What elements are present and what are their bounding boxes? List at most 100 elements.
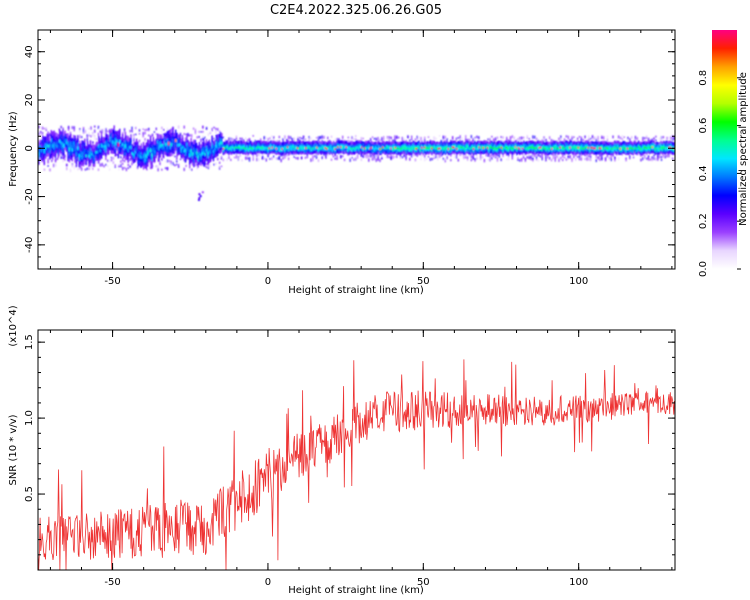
heatmap-cell: [257, 143, 259, 147]
heatmap-cell: [289, 151, 292, 154]
heatmap-cell: [51, 155, 54, 160]
heatmap-cell: [186, 154, 188, 159]
heatmap-cell: [372, 148, 374, 152]
heatmap-cell: [338, 145, 341, 149]
heatmap-cell: [161, 143, 163, 147]
heatmap-cell: [218, 133, 220, 138]
heatmap-cell: [537, 154, 540, 157]
heatmap-cell: [49, 168, 51, 172]
heatmap-cell: [314, 142, 317, 145]
heatmap-cell: [354, 146, 356, 150]
heatmap-cell: [598, 152, 601, 155]
heatmap-cell: [230, 150, 233, 154]
heatmap-cell: [618, 152, 620, 155]
heatmap-cell: [137, 156, 139, 161]
heatmap-cell: [300, 148, 303, 151]
heatmap-cell: [453, 147, 455, 151]
heatmap-cell: [401, 150, 403, 153]
heatmap-cell: [598, 143, 601, 146]
heatmap-cell: [110, 128, 113, 133]
heatmap-cell: [89, 154, 92, 159]
heatmap-cell: [643, 136, 646, 140]
heatmap-cell: [527, 144, 529, 148]
heatmap-cell: [300, 141, 303, 144]
heatmap-cell: [392, 139, 394, 143]
heatmap-cell: [358, 140, 361, 142]
heatmap-cell: [309, 141, 311, 144]
heatmap-cell: [499, 140, 501, 143]
heatmap-cell: [314, 147, 317, 151]
heatmap-cell: [602, 145, 605, 148]
heatmap-cell: [465, 145, 468, 149]
heatmap-cell: [313, 144, 315, 147]
heatmap-cell: [377, 151, 380, 154]
heatmap-cell: [486, 151, 489, 155]
heatmap-cell: [65, 140, 68, 145]
heatmap-cell: [102, 147, 104, 151]
heatmap-cell: [310, 143, 313, 146]
heatmap-cell: [411, 152, 413, 155]
heatmap-cell: [216, 134, 219, 138]
heatmap-cell: [271, 151, 273, 154]
heatmap-cell: [192, 127, 195, 130]
heatmap-cell: [579, 145, 581, 148]
heatmap-cell: [119, 149, 121, 154]
heatmap-cell: [552, 149, 554, 152]
heatmap-cell: [467, 142, 469, 145]
heatmap-cell: [236, 142, 238, 146]
heatmap-cell: [64, 138, 66, 143]
heatmap-cell: [82, 128, 85, 133]
heatmap-cell: [372, 143, 374, 146]
heatmap-cell: [282, 141, 285, 144]
heatmap-cell: [144, 161, 146, 166]
heatmap-cell: [478, 144, 480, 147]
heatmap-cell: [597, 145, 599, 148]
heatmap-cell: [181, 135, 184, 139]
heatmap-cell: [254, 143, 257, 146]
heatmap-cell: [502, 154, 504, 158]
heatmap-cell: [321, 137, 323, 140]
heatmap-cell: [306, 148, 308, 151]
heatmap-cell: [91, 145, 93, 149]
heatmap-cell: [176, 139, 178, 144]
heatmap-cell: [131, 146, 134, 150]
heatmap-cell: [236, 141, 238, 144]
heatmap-cell: [243, 139, 245, 142]
heatmap-cell: [91, 150, 93, 154]
heatmap-cell: [562, 149, 564, 153]
heatmap-cell: [246, 144, 248, 148]
heatmap-cell: [464, 148, 466, 152]
heatmap-cell: [303, 146, 306, 150]
heatmap-cell: [58, 145, 61, 150]
heatmap-cell: [567, 150, 570, 153]
heatmap-cell: [312, 155, 314, 159]
heatmap-cell: [447, 143, 450, 147]
heatmap-cell: [75, 155, 78, 160]
heatmap-cell: [507, 145, 510, 149]
heatmap-cell: [51, 151, 54, 156]
heatmap-cell: [197, 145, 199, 150]
heatmap-cell: [141, 148, 143, 152]
heatmap-cell: [351, 145, 353, 149]
heatmap-cell: [505, 149, 507, 152]
heatmap-cell: [119, 135, 121, 140]
heatmap-cell: [313, 142, 315, 145]
heatmap-cell: [602, 148, 605, 152]
heatmap-cell: [379, 152, 381, 156]
heatmap-cell: [359, 140, 362, 143]
heatmap-cell: [193, 158, 195, 164]
heatmap-cell: [317, 150, 320, 154]
heatmap-cell: [205, 145, 208, 150]
heatmap-cell: [147, 134, 150, 137]
heatmap-cell: [386, 137, 389, 140]
heatmap-cell: [566, 146, 568, 149]
heatmap-cell: [282, 144, 285, 148]
heatmap-cell: [151, 164, 153, 169]
heatmap-cell: [155, 141, 157, 145]
heatmap-cell: [253, 143, 255, 146]
heatmap-cell: [207, 133, 210, 136]
heatmap-cell: [656, 153, 659, 158]
heatmap-cell: [486, 141, 489, 144]
heatmap-cell: [313, 151, 315, 154]
heatmap-cell: [356, 142, 359, 145]
